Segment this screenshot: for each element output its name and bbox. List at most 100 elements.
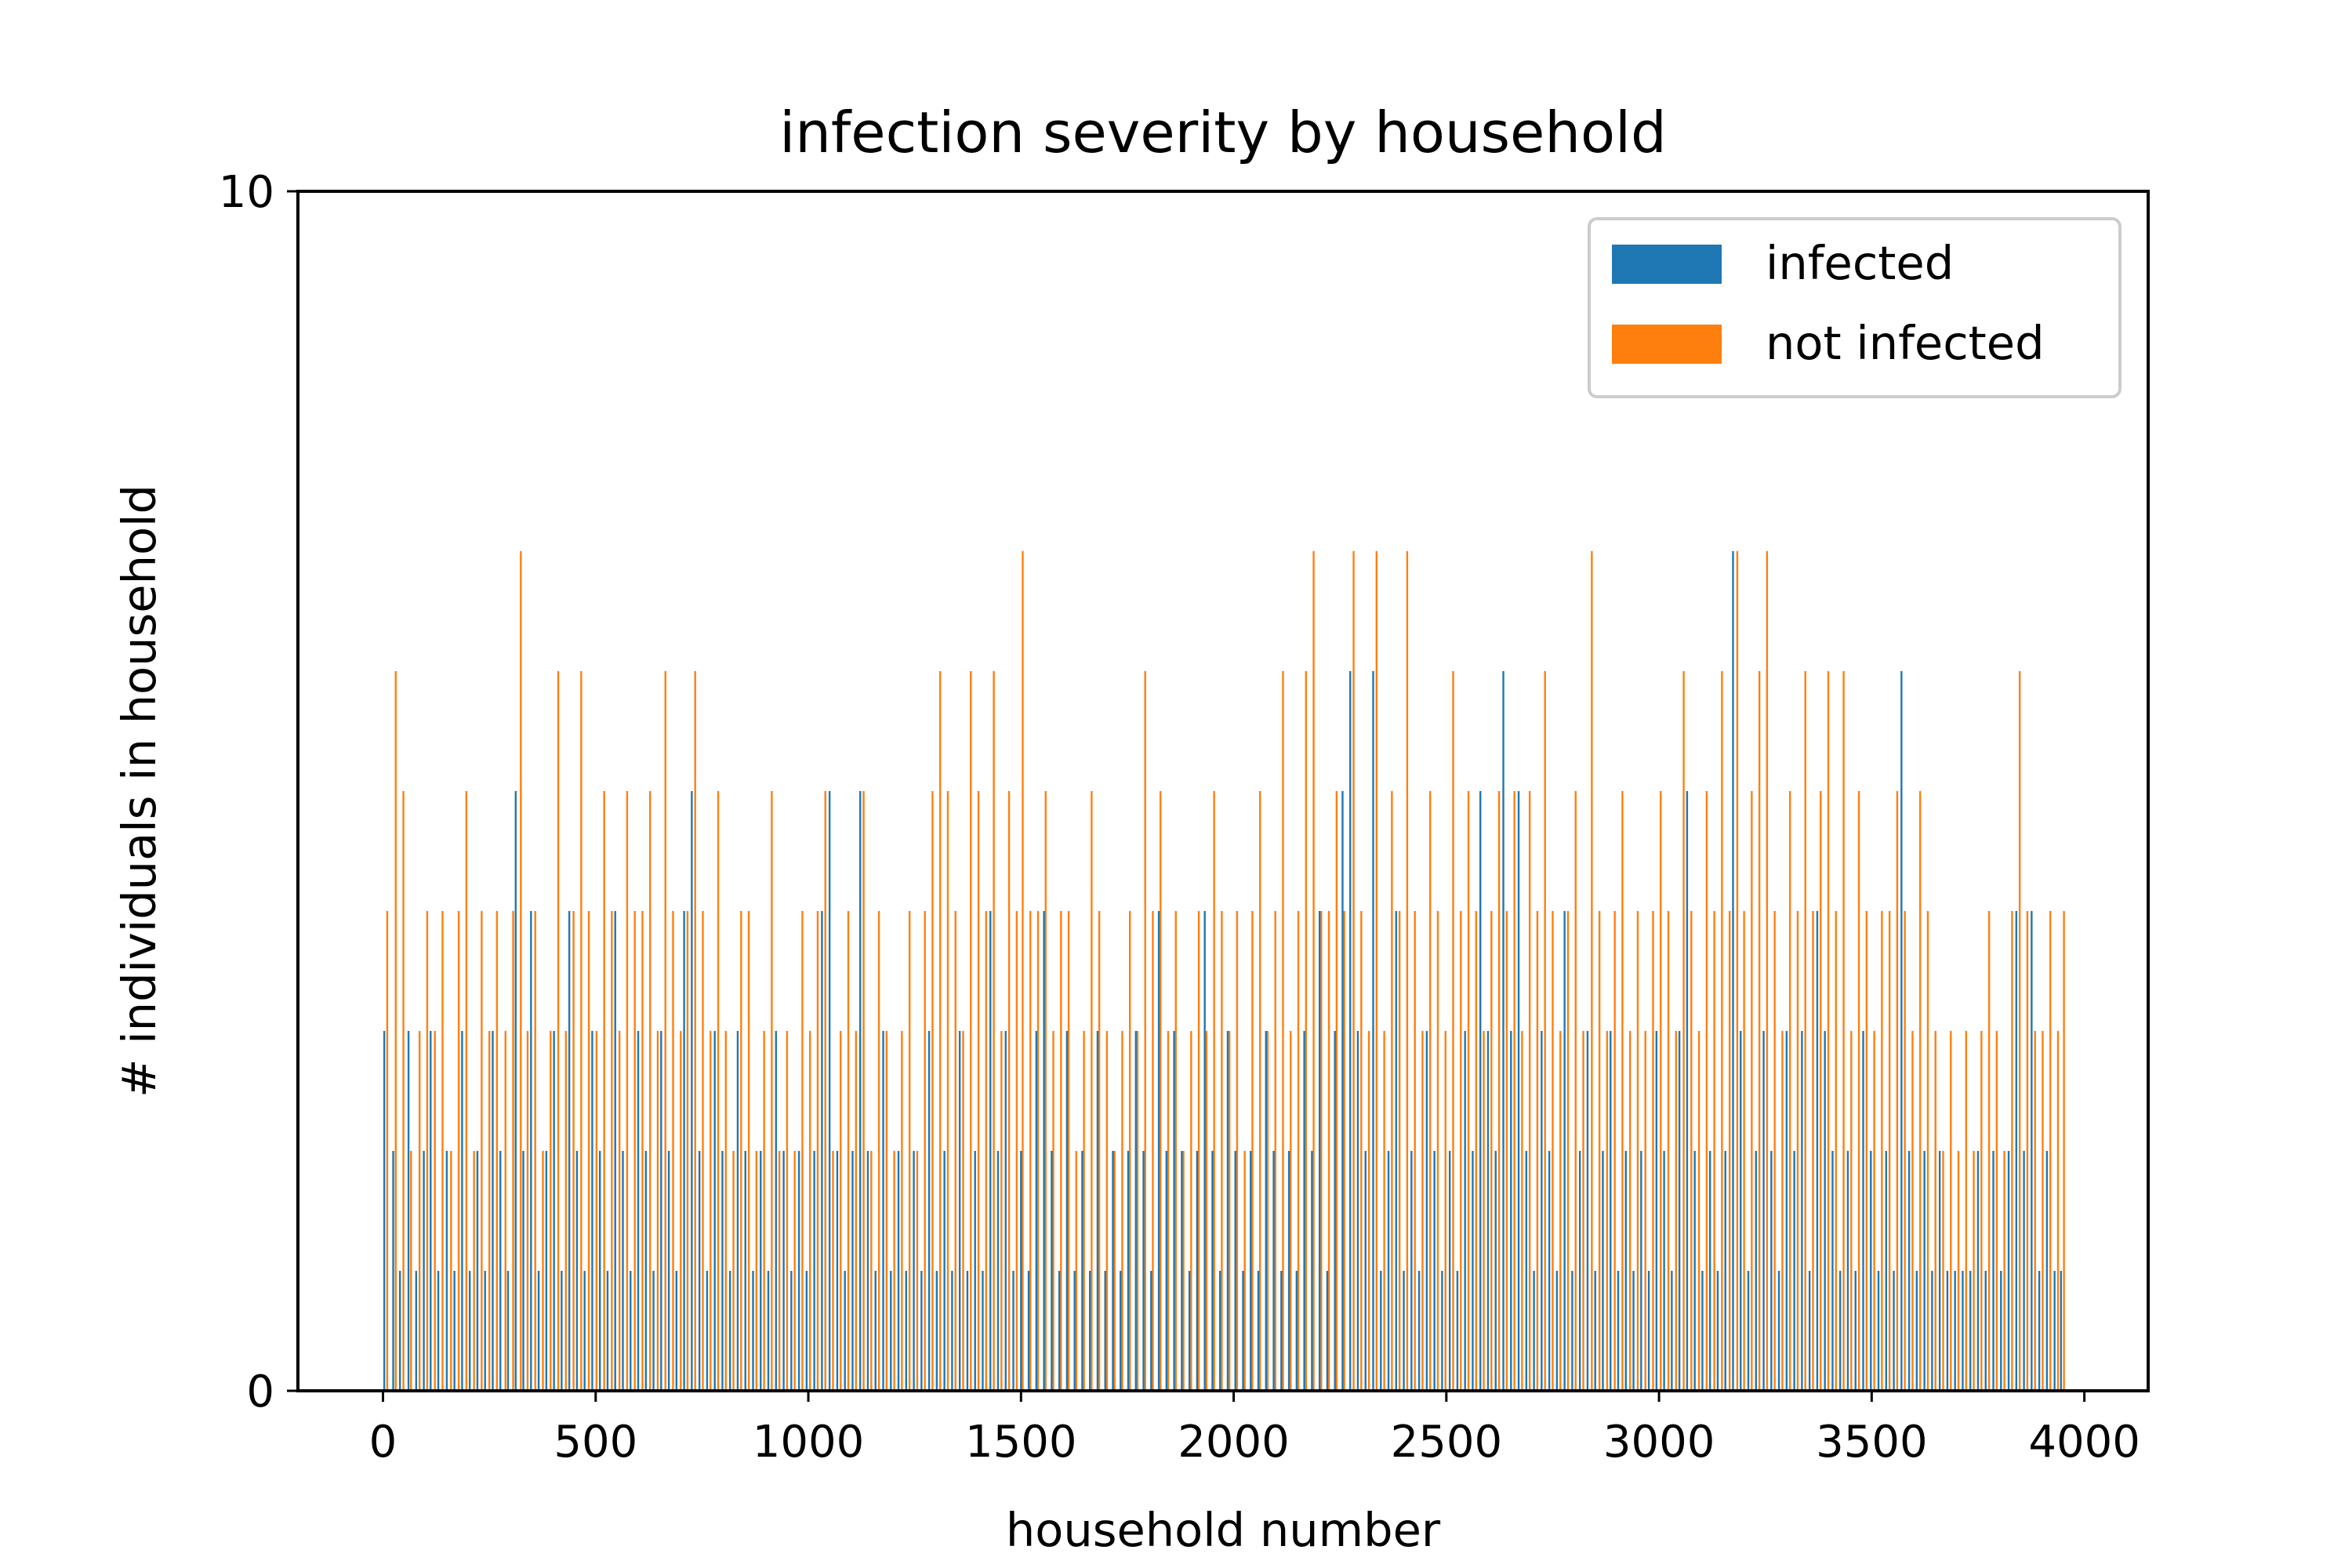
- bar-not-infected-2: [402, 791, 405, 1391]
- bar-infected-15: [499, 1151, 502, 1391]
- bar-not-infected-207: [1973, 1151, 1975, 1391]
- bar-infected-139: [1448, 1151, 1451, 1391]
- bar-infected-90: [1073, 1271, 1076, 1391]
- bar-not-infected-174: [1721, 671, 1723, 1391]
- bar-not-infected-142: [1475, 911, 1477, 1391]
- bar-not-infected-9: [457, 911, 460, 1391]
- bar-infected-39: [683, 911, 685, 1391]
- bar-not-infected-37: [672, 911, 674, 1391]
- bar-infected-59: [836, 1151, 839, 1391]
- bar-not-infected-19: [534, 911, 536, 1391]
- bar-not-infected-123: [1327, 911, 1330, 1391]
- bar-not-infected-130: [1383, 1031, 1385, 1391]
- bar-not-infected-178: [1751, 791, 1753, 1391]
- bar-infected-32: [630, 1271, 632, 1391]
- bar-not-infected-35: [656, 1031, 659, 1391]
- bar-not-infected-157: [1591, 551, 1593, 1391]
- bar-not-infected-210: [1995, 1031, 1998, 1391]
- bar-not-infected-173: [1713, 911, 1715, 1391]
- bar-infected-124: [1334, 1031, 1336, 1391]
- bar-infected-111: [1234, 1151, 1236, 1391]
- bar-not-infected-147: [1513, 791, 1515, 1391]
- bar-not-infected-104: [1182, 1151, 1185, 1391]
- x-tick-label-3: 1500: [965, 1417, 1077, 1468]
- bar-infected-115: [1265, 1031, 1267, 1391]
- bar-not-infected-140: [1460, 911, 1462, 1391]
- bar-infected-74: [951, 1271, 953, 1391]
- bar-infected-203: [1938, 1151, 1941, 1391]
- bar-not-infected-148: [1521, 1031, 1523, 1391]
- bar-not-infected-181: [1773, 911, 1776, 1391]
- bar-infected-62: [859, 791, 862, 1391]
- bar-infected-119: [1295, 1271, 1298, 1391]
- bar-not-infected-163: [1636, 911, 1639, 1391]
- legend-label-not-infected: not infected: [1766, 316, 2045, 370]
- bar-infected-162: [1624, 1151, 1627, 1391]
- bar-not-infected-48: [755, 1151, 758, 1391]
- bar-not-infected-138: [1444, 1031, 1446, 1391]
- bar-not-infected-189: [1835, 911, 1837, 1391]
- bar-infected-48: [752, 1271, 754, 1391]
- bar-infected-56: [813, 1151, 815, 1391]
- bar-infected-152: [1548, 1151, 1551, 1391]
- bar-infected-55: [805, 1271, 808, 1391]
- bar-not-infected-64: [877, 911, 880, 1391]
- bar-infected-96: [1120, 1271, 1122, 1391]
- bar-infected-177: [1740, 1031, 1742, 1391]
- bar-not-infected-27: [595, 1031, 598, 1391]
- bar-infected-197: [1893, 1271, 1895, 1391]
- bar-not-infected-11: [473, 1151, 475, 1391]
- bar-not-infected-168: [1675, 1031, 1677, 1391]
- bar-infected-170: [1686, 791, 1689, 1391]
- bar-not-infected-129: [1375, 551, 1378, 1391]
- bar-infected-185: [1801, 1031, 1803, 1391]
- bar-not-infected-155: [1574, 791, 1577, 1391]
- bar-infected-94: [1104, 1271, 1106, 1391]
- bar-not-infected-150: [1536, 911, 1539, 1391]
- bar-not-infected-87: [1052, 1031, 1054, 1391]
- bar-not-infected-120: [1305, 671, 1307, 1391]
- bar-not-infected-211: [2003, 1151, 2005, 1391]
- bar-infected-211: [2000, 1271, 2002, 1391]
- bar-infected-65: [882, 1031, 884, 1391]
- bar-infected-132: [1395, 911, 1398, 1391]
- bar-not-infected-110: [1228, 1031, 1231, 1391]
- bar-infected-31: [622, 1151, 624, 1391]
- bar-not-infected-72: [939, 671, 942, 1391]
- bar-infected-36: [660, 1031, 662, 1391]
- bar-not-infected-107: [1205, 1031, 1208, 1391]
- bar-not-infected-180: [1766, 551, 1769, 1391]
- y-tick-label-1: 10: [219, 167, 274, 218]
- bar-not-infected-102: [1167, 1031, 1170, 1391]
- bar-not-infected-134: [1414, 911, 1416, 1391]
- bar-not-infected-0: [386, 911, 389, 1391]
- bar-infected-60: [844, 1271, 846, 1391]
- bar-not-infected-136: [1429, 791, 1432, 1391]
- bar-infected-150: [1533, 1271, 1535, 1391]
- bar-infected-71: [927, 1031, 931, 1391]
- bar-not-infected-99: [1144, 671, 1146, 1391]
- bar-not-infected-184: [1796, 911, 1799, 1391]
- bar-infected-41: [698, 1151, 701, 1391]
- bar-not-infected-206: [1965, 1031, 1967, 1391]
- bar-not-infected-52: [786, 1031, 789, 1391]
- chart-title: infection severity by household: [779, 100, 1666, 165]
- bar-infected-99: [1142, 1151, 1145, 1391]
- bar-not-infected-151: [1544, 671, 1546, 1391]
- bar-infected-153: [1555, 1271, 1559, 1391]
- bar-not-infected-201: [1926, 911, 1929, 1391]
- bar-infected-215: [2031, 911, 2033, 1391]
- bar-infected-147: [1510, 1031, 1512, 1391]
- bar-not-infected-98: [1136, 1031, 1139, 1391]
- bar-infected-3: [407, 1031, 410, 1391]
- bar-infected-61: [851, 1151, 854, 1391]
- bar-not-infected-218: [2056, 1031, 2060, 1391]
- bar-not-infected-92: [1091, 791, 1093, 1391]
- bar-not-infected-127: [1360, 911, 1363, 1391]
- bar-not-infected-133: [1406, 551, 1409, 1391]
- bar-not-infected-36: [664, 671, 666, 1391]
- bar-infected-107: [1203, 911, 1206, 1391]
- bar-infected-205: [1954, 1271, 1956, 1391]
- bar-not-infected-144: [1490, 911, 1493, 1391]
- bar-infected-100: [1150, 1271, 1152, 1391]
